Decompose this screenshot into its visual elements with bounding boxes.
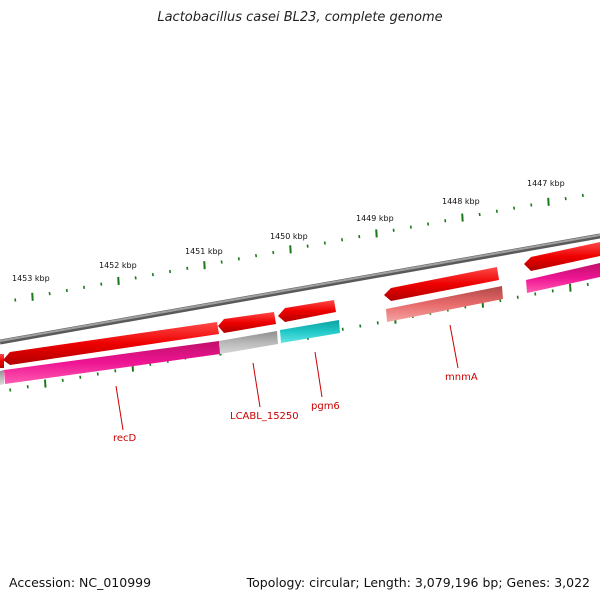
tick-mark	[289, 245, 292, 254]
ruler-labels: 1453 kbp 1452 kbp 1451 kbp 1450 kbp 1449…	[12, 179, 565, 283]
tick-mark	[564, 196, 567, 201]
leader-line	[449, 324, 459, 369]
tick-mark	[61, 378, 64, 383]
tick-mark	[134, 276, 137, 280]
tick-mark	[48, 292, 51, 296]
tick-mark	[376, 321, 379, 325]
feature-block[interactable]	[386, 286, 503, 322]
tick-mark	[444, 219, 447, 223]
tick-mark	[513, 206, 516, 210]
cds-arrow[interactable]	[384, 267, 499, 301]
genome-backbone	[0, 233, 600, 345]
tick-mark	[220, 260, 223, 264]
tick-label: 1452 kbp	[99, 261, 137, 270]
cds-arrow[interactable]	[218, 312, 276, 333]
cds-track	[0, 242, 600, 368]
tick-mark	[100, 282, 103, 286]
tick-mark	[83, 285, 86, 289]
tick-mark	[569, 283, 572, 292]
tick-mark	[358, 235, 361, 239]
tick-label: 1448 kbp	[442, 197, 480, 206]
tick-label: 1450 kbp	[270, 232, 308, 241]
tick-mark	[96, 372, 99, 376]
tick-mark	[495, 209, 498, 213]
leader-line	[115, 385, 124, 431]
tick-mark	[114, 369, 117, 373]
tick-mark	[169, 269, 172, 274]
tick-mark	[516, 295, 519, 299]
leader-line	[252, 362, 261, 408]
tick-mark	[409, 225, 412, 229]
feature-block[interactable]	[280, 320, 340, 343]
feature-track	[0, 263, 600, 385]
tick-mark	[272, 250, 275, 255]
tick-mark	[79, 375, 82, 379]
tick-mark	[323, 241, 326, 245]
tick-mark	[186, 266, 189, 270]
tick-mark	[26, 385, 29, 389]
gene-label-mnma[interactable]: mnmA	[445, 372, 478, 383]
tick-mark	[375, 229, 378, 238]
cds-arrow[interactable]	[0, 354, 4, 368]
gene-label-lcabl-15250[interactable]: LCABL_15250	[230, 411, 299, 422]
tick-mark	[31, 292, 34, 301]
tick-label: 1453 kbp	[12, 274, 50, 283]
label-leaders	[115, 324, 459, 431]
tick-mark	[530, 203, 533, 207]
genome-summary-text: Topology: circular; Length: 3,079,196 bp…	[246, 575, 590, 590]
tick-label: 1451 kbp	[185, 247, 223, 256]
gene-labels: recD LCABL_15250 pgm6 mnmA	[113, 372, 478, 444]
tick-mark	[581, 193, 584, 198]
tick-mark	[44, 379, 47, 388]
cds-arrow[interactable]	[278, 300, 336, 322]
tick-mark	[14, 298, 17, 302]
outer-tick-marks	[14, 193, 584, 302]
tick-mark	[586, 282, 589, 287]
feature-block[interactable]	[4, 341, 220, 384]
tick-mark	[65, 288, 68, 293]
tick-mark	[534, 292, 537, 296]
leader-line	[314, 351, 323, 398]
tick-mark	[341, 238, 344, 242]
tick-mark	[341, 327, 344, 331]
tick-mark	[151, 273, 154, 277]
tick-label: 1447 kbp	[527, 179, 565, 188]
feature-block[interactable]	[0, 370, 4, 385]
tick-mark	[9, 388, 12, 392]
tick-mark	[203, 261, 206, 270]
tick-mark	[306, 244, 309, 248]
tick-mark	[359, 324, 362, 328]
tick-mark	[117, 276, 120, 286]
feature-block[interactable]	[219, 331, 278, 354]
tick-mark	[392, 228, 395, 232]
gene-label-recd[interactable]: recD	[113, 433, 137, 444]
genome-backbone-highlight	[0, 234, 600, 342]
feature-block[interactable]	[526, 263, 600, 293]
tick-mark	[478, 212, 481, 217]
tick-mark	[551, 289, 554, 293]
accession-text: Accession: NC_010999	[9, 575, 152, 590]
tick-mark	[461, 213, 464, 222]
map-title: Lactobacillus casei BL23, complete genom…	[157, 10, 443, 25]
tick-mark	[237, 257, 240, 261]
gene-label-pgm6[interactable]: pgm6	[311, 401, 340, 412]
cds-arrow[interactable]	[3, 322, 219, 365]
cds-arrow[interactable]	[524, 242, 600, 271]
tick-label: 1449 kbp	[356, 214, 394, 223]
tick-mark	[547, 197, 550, 206]
tick-mark	[427, 222, 430, 226]
